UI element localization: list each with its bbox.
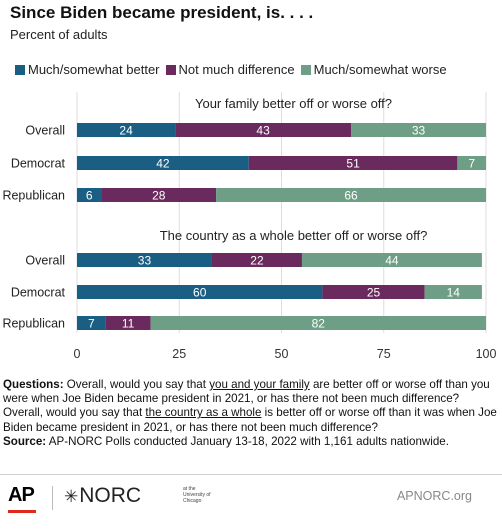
source-text: AP-NORC Polls conducted January 13-18, 2… — [46, 434, 449, 448]
logo-separator — [52, 486, 53, 510]
legend-label-better: Much/somewhat better — [28, 62, 160, 77]
question-1: Questions: Overall, would you say that y… — [3, 378, 499, 406]
bar-segment — [77, 188, 102, 202]
norc-logo: ✳NORC — [64, 484, 141, 508]
x-tick-label: 25 — [172, 347, 186, 361]
data-label: 33 — [138, 254, 152, 268]
panel-title: Your family better off or worse off? — [195, 96, 392, 111]
data-label: 66 — [344, 189, 358, 203]
questions-label: Questions: — [3, 378, 64, 391]
category-label: Republican — [2, 317, 65, 331]
bar-segment — [457, 156, 486, 170]
legend-swatch-better — [15, 64, 25, 75]
footer: AP ✳NORC at the University of Chicago AP… — [0, 478, 502, 518]
data-label: 28 — [152, 189, 166, 203]
ap-logo: AP — [8, 484, 35, 506]
apnorc-url: APNORC.org — [396, 489, 472, 503]
data-label: 51 — [346, 157, 360, 171]
norc-tagline: at the University of Chicago — [183, 486, 211, 504]
bar-segment — [216, 188, 486, 202]
bar-segment — [77, 285, 323, 299]
bar-segment — [175, 123, 352, 137]
question-2-text-b: is better off or worse off than it was w… — [3, 406, 497, 434]
source-line: Source: AP-NORC Polls conducted January … — [3, 435, 499, 449]
data-label: 42 — [156, 157, 170, 171]
bar-segment — [101, 188, 217, 202]
question-2-text-a: Overall, would you say that — [3, 406, 146, 420]
bar-segment — [351, 123, 486, 137]
data-label: 60 — [193, 286, 207, 300]
legend-swatch-no-difference — [165, 64, 176, 75]
bar-segment — [301, 253, 482, 267]
legend-label-worse: Much/somewhat worse — [313, 62, 447, 77]
bar-segment — [77, 253, 212, 267]
category-label: Republican — [2, 189, 65, 203]
bar-segment — [322, 285, 425, 299]
x-tick-label: 100 — [476, 347, 497, 361]
source-label: Source: — [3, 434, 47, 448]
legend-label-no-difference: Not much difference — [178, 62, 295, 77]
norc-star-icon: ✳ — [64, 487, 79, 506]
category-label: Democrat — [11, 157, 66, 171]
question-2-underlined: the country as a whole — [145, 406, 262, 420]
bar-segment — [77, 123, 176, 137]
question-1-text-b: are better off or worse off than you wer… — [3, 378, 490, 406]
data-label: 44 — [385, 254, 399, 268]
category-label: Overall — [25, 124, 65, 138]
data-label: 14 — [447, 286, 461, 300]
bar-segment — [77, 156, 249, 170]
data-label: 7 — [468, 157, 475, 171]
chart-subtitle: Percent of adults — [10, 27, 108, 42]
x-tick-label: 50 — [275, 347, 289, 361]
question-1-underlined: you and your family — [209, 378, 310, 391]
bar-segment — [248, 156, 458, 170]
bar-segment — [150, 316, 486, 330]
legend-item-no-difference: Not much difference — [165, 62, 295, 77]
data-label: 22 — [250, 254, 264, 268]
question-2: Overall, would you say that the country … — [3, 406, 499, 434]
bar-segment — [77, 316, 106, 330]
legend-swatch-worse — [300, 64, 311, 75]
norc-logo-text: NORC — [79, 484, 142, 507]
bar-segment — [424, 285, 482, 299]
category-label: Overall — [25, 254, 65, 268]
legend-item-better: Much/somewhat better — [15, 62, 160, 77]
bar-segment — [211, 253, 302, 267]
panel-title: The country as a whole better off or wor… — [160, 228, 428, 243]
data-label: 24 — [119, 124, 133, 138]
data-label: 43 — [256, 124, 270, 138]
stacked-bar-chart: 0 25 50 75 100 Your family better off or wors… — [2, 92, 497, 361]
bar-segment — [105, 316, 151, 330]
question-1-text-a: Overall, would you say that — [63, 378, 210, 391]
data-label: 6 — [86, 189, 93, 203]
data-label: 25 — [367, 286, 381, 300]
data-label: 7 — [88, 317, 95, 331]
data-label: 82 — [312, 317, 326, 331]
data-label: 11 — [122, 317, 135, 331]
legend-item-worse: Much/somewhat worse — [300, 62, 447, 77]
x-tick-label: 0 — [74, 347, 81, 361]
ap-logo-bar — [8, 510, 36, 513]
chart-notes: Questions: Overall, would you say that y… — [3, 378, 499, 449]
footer-divider — [0, 474, 502, 475]
chart-title: Since Biden became president, is. . . . — [10, 3, 314, 22]
legend: Much/somewhat better Not much difference… — [15, 62, 453, 77]
x-tick-label: 75 — [377, 347, 391, 361]
category-label: Democrat — [11, 286, 66, 300]
data-label: 33 — [412, 124, 426, 138]
